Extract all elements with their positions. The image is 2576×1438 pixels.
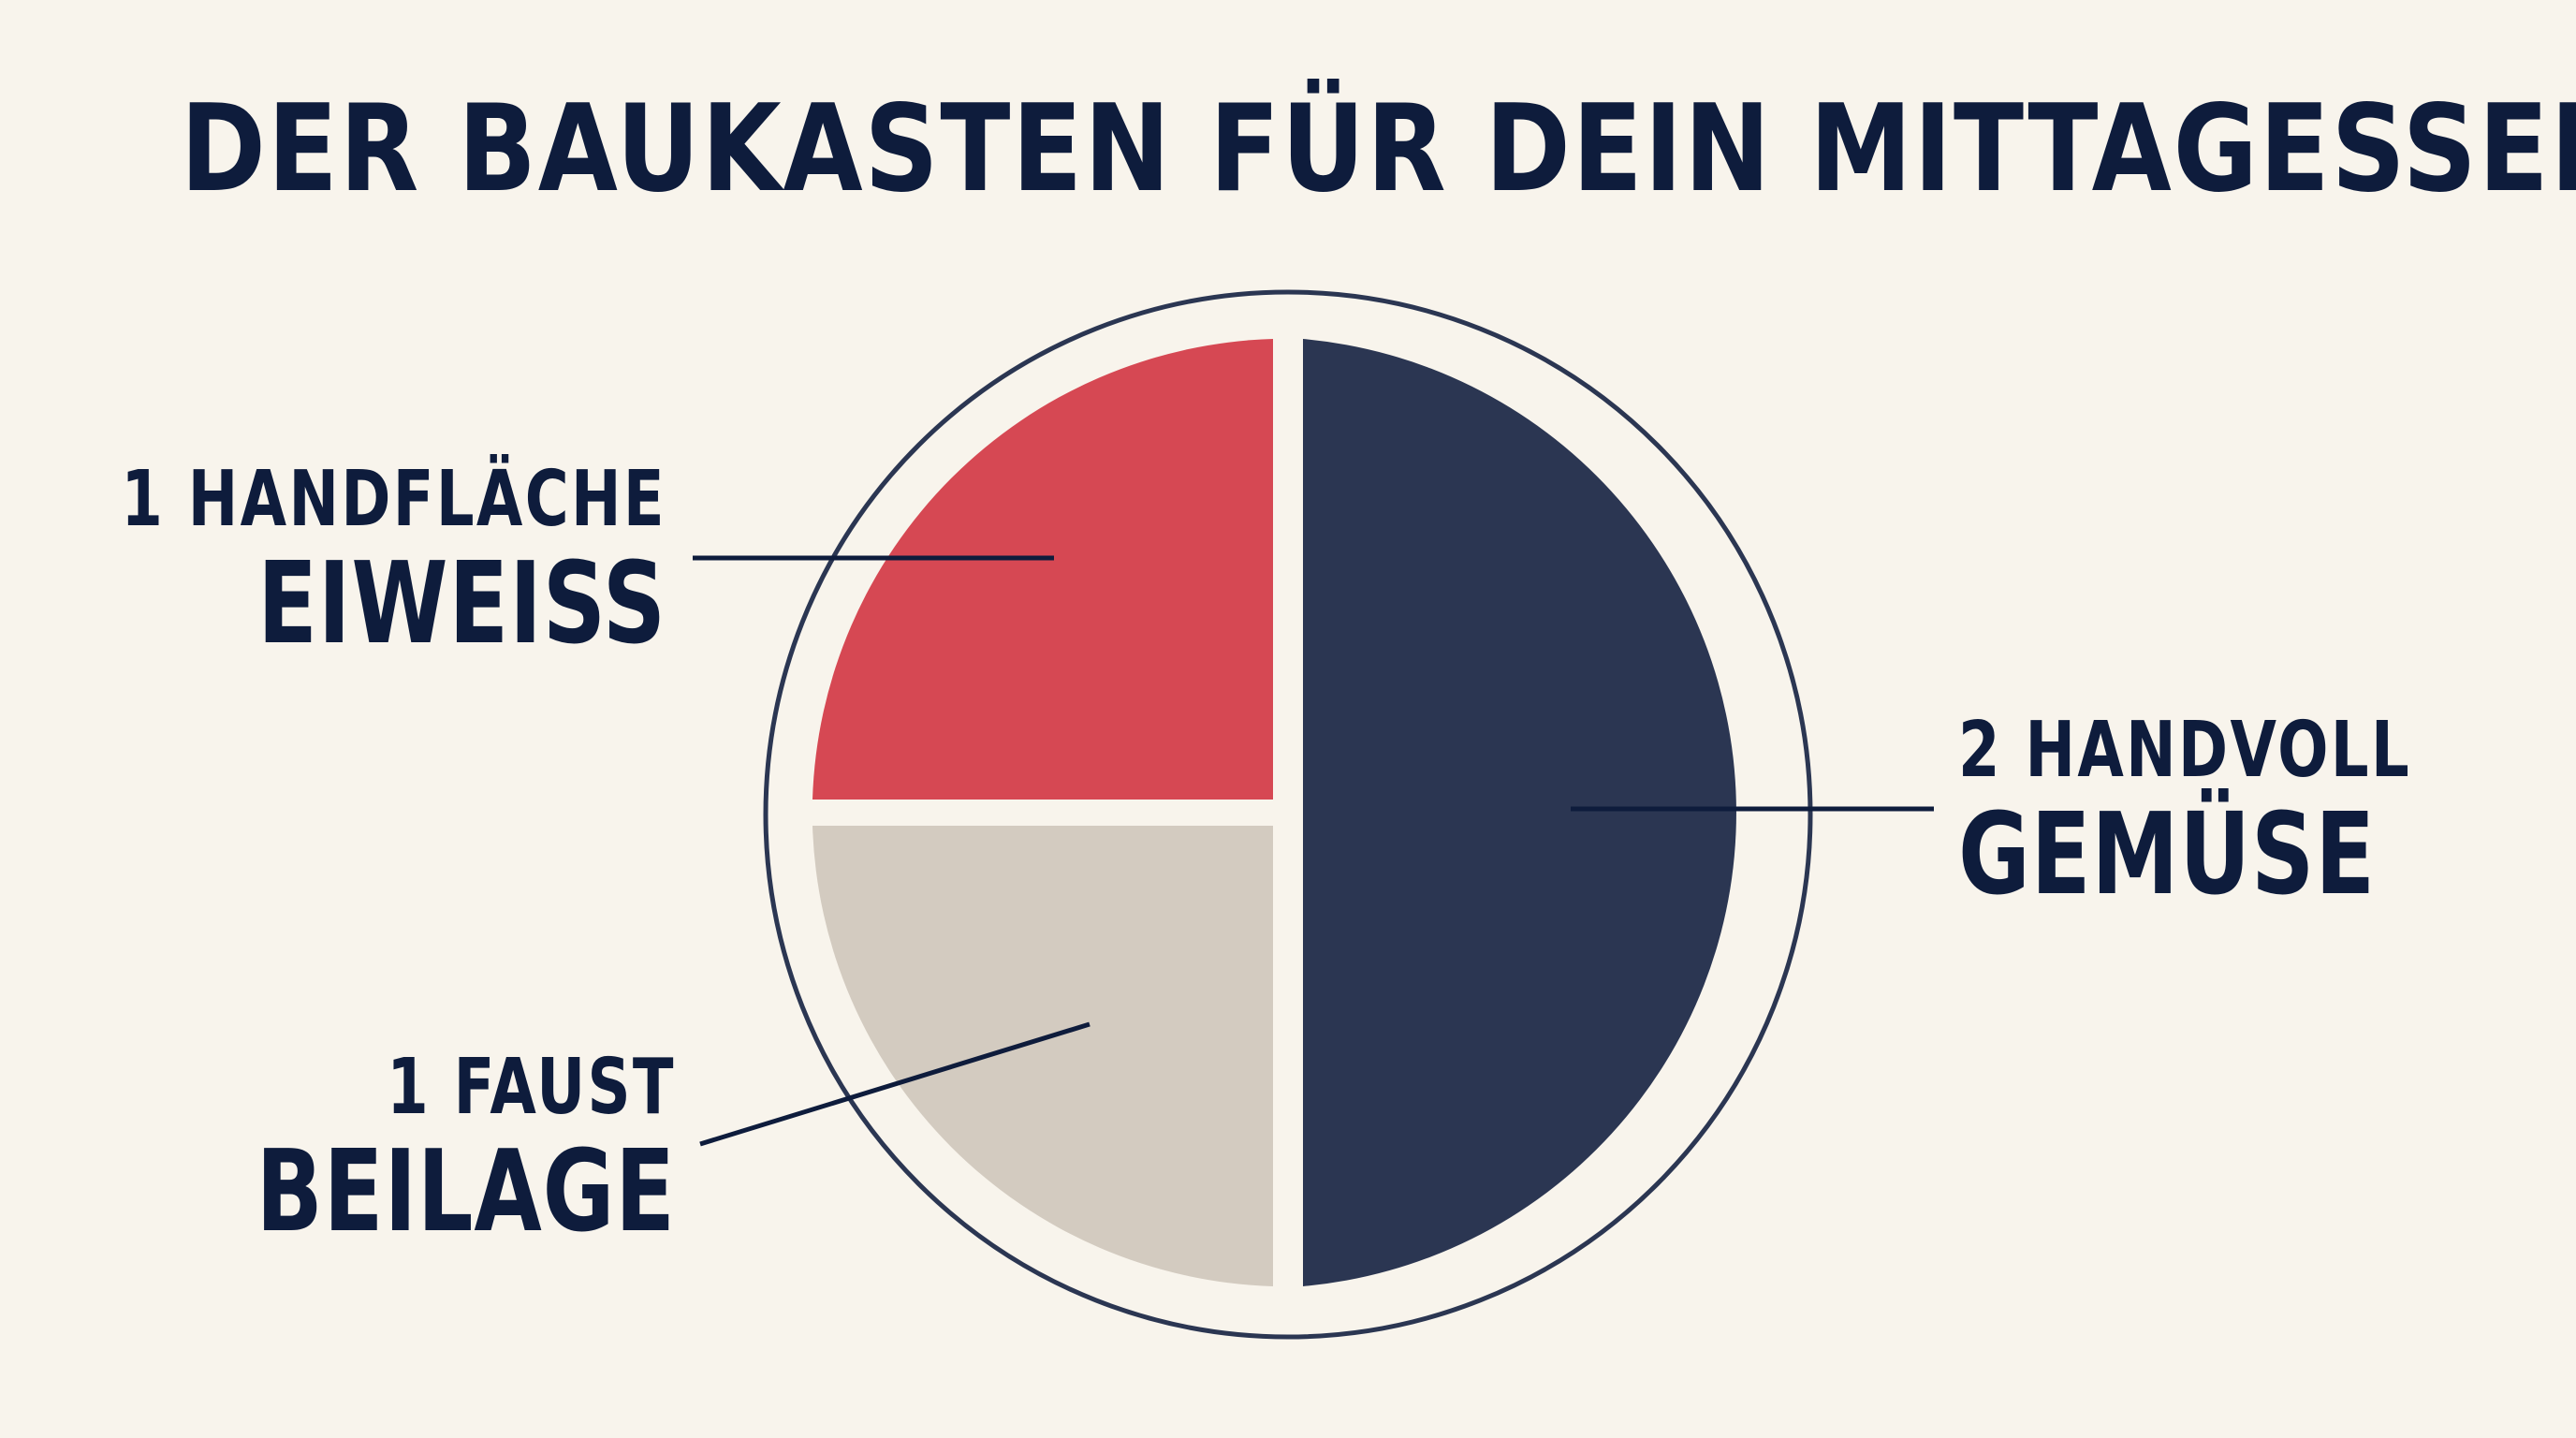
gemuese-name: GEMÜSE [1958, 790, 2376, 920]
eiweiss-segment [812, 339, 1273, 800]
gemuese-segment [1303, 339, 1736, 1286]
page-title: DER BAUKASTEN FÜR DEIN MITTAGESSEN [180, 80, 2576, 219]
gemuese-amount: 2 HANDVOLL [1958, 706, 2412, 795]
eiweiss-name: EIWEISS [257, 539, 666, 669]
eiweiss-label: 1 HANDFLÄCHE EIWEISS [121, 453, 666, 663]
beilage-label: 1 FAUST BEILAGE [256, 1041, 676, 1251]
beilage-amount: 1 FAUST [387, 1043, 676, 1132]
beilage-name: BEILAGE [256, 1127, 676, 1257]
gemuese-label: 2 HANDVOLL GEMÜSE [1958, 704, 2411, 914]
plate-rim [763, 289, 1813, 1340]
beilage-segment [812, 826, 1273, 1286]
eiweiss-amount: 1 HANDFLÄCHE [121, 455, 666, 544]
beilage-leader-line [699, 1021, 1090, 1147]
